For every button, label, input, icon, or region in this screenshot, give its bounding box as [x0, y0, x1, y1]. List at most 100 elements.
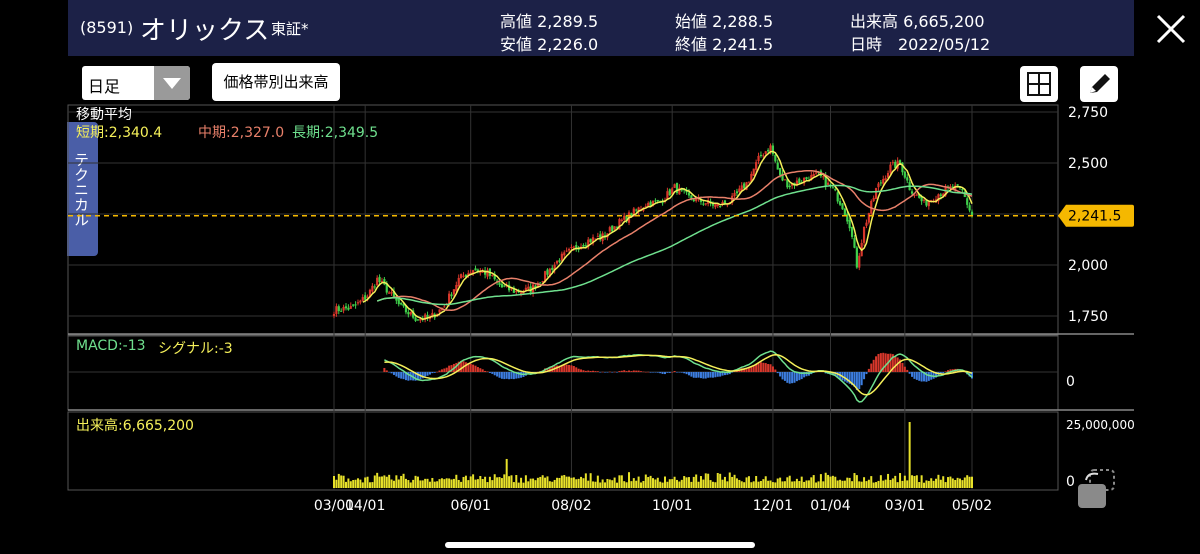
volume-bar	[445, 478, 448, 488]
volume-legend: 出来高:6,665,200	[76, 418, 194, 434]
volume-bar	[678, 481, 681, 488]
layout-grid-button[interactable]	[1020, 66, 1058, 102]
macd-histogram-bar	[791, 372, 794, 384]
volume-bar	[915, 475, 918, 488]
macd-histogram-bar	[560, 364, 563, 372]
macd-histogram-bar	[795, 372, 798, 382]
macd-histogram-bar	[652, 372, 654, 373]
volume-bar	[570, 477, 573, 488]
drawing-tool-button[interactable]	[1080, 66, 1118, 102]
volume-bar	[493, 474, 496, 488]
candle-body	[889, 164, 892, 173]
candle-body	[388, 292, 391, 294]
volume-bar	[695, 474, 698, 488]
volume-bar	[757, 481, 760, 488]
volume-bar	[920, 475, 923, 488]
macd-histogram-bar	[510, 372, 513, 379]
macd-histogram-bar	[944, 371, 947, 372]
volume-bar	[438, 479, 441, 488]
volume-bar	[707, 473, 710, 488]
candle-body	[795, 180, 799, 185]
grid-icon	[1027, 72, 1051, 96]
candle-body	[812, 173, 815, 177]
volume-bar	[903, 475, 906, 488]
dropdown-button[interactable]	[154, 66, 190, 100]
volume-bar	[620, 475, 623, 488]
volume-profile-button[interactable]: 価格帯別出来高	[212, 63, 340, 101]
candle-body	[536, 283, 539, 288]
macd-histogram-bar	[870, 363, 873, 372]
candle-body	[874, 188, 878, 199]
volume-bar	[711, 481, 714, 488]
macd-histogram-bar	[402, 372, 405, 380]
candle-body	[486, 269, 489, 277]
candle-body	[702, 203, 705, 205]
candle-body	[937, 194, 940, 202]
volume-bar	[368, 482, 371, 488]
technical-tab[interactable]: テクニカル	[67, 122, 98, 256]
macd-histogram-bar	[752, 365, 755, 372]
macd-histogram-bar	[556, 365, 559, 372]
volume-bar	[486, 482, 489, 488]
volume-bar	[464, 475, 467, 488]
volume-bar	[949, 476, 952, 488]
volume-bar	[421, 480, 424, 488]
macd-histogram-bar	[851, 372, 854, 386]
macd-histogram-bar	[594, 371, 597, 372]
volume-bar	[851, 481, 854, 488]
volume-bar	[719, 473, 722, 488]
volume-bar	[810, 477, 813, 488]
volume-bar	[906, 480, 909, 488]
candle-body	[584, 245, 587, 247]
volume-bar	[390, 479, 393, 488]
macd-histogram-bar	[481, 369, 484, 372]
candle-body	[779, 168, 782, 176]
macd-histogram-bar	[508, 372, 511, 380]
macd-histogram-bar	[774, 369, 777, 372]
macd-histogram-bar	[959, 369, 962, 372]
candle-body	[915, 194, 918, 196]
macd-histogram-bar	[644, 371, 647, 373]
macd-histogram-bar	[575, 367, 578, 372]
ma-mid-line	[376, 169, 973, 312]
volume-bar	[632, 478, 635, 488]
candle-body	[910, 191, 914, 194]
candle-body	[659, 200, 662, 202]
volume-bar	[524, 475, 527, 488]
volume-bar	[733, 474, 736, 488]
rotate-screen-icon[interactable]	[1072, 466, 1118, 512]
candle-body	[721, 201, 724, 205]
macd-histogram-bar	[467, 362, 470, 372]
macd-legend: MACD:-13	[76, 338, 146, 354]
close-icon[interactable]	[1154, 12, 1188, 46]
macd-histogram-bar	[894, 356, 897, 372]
macd-histogram-bar	[604, 372, 607, 373]
candle-body	[594, 238, 597, 240]
volume-bar	[831, 475, 834, 488]
volume-bar	[335, 479, 338, 488]
candle-body	[551, 267, 554, 270]
volume-bar	[606, 478, 609, 488]
period-select[interactable]: 日足	[82, 66, 190, 100]
volume-bar	[853, 473, 856, 488]
macd-histogram-bar	[385, 370, 388, 372]
volume-bar	[822, 481, 825, 488]
candle-body	[798, 178, 801, 184]
market-label: 東証*	[271, 20, 309, 38]
volume-bar	[532, 478, 535, 488]
candle-body	[850, 226, 854, 237]
macd-histogram-bar	[642, 371, 645, 373]
volume-bar	[819, 474, 822, 488]
volume-bar	[601, 479, 604, 488]
macd-histogram-bar	[747, 367, 750, 372]
candle-body	[575, 245, 578, 250]
volume-bar	[630, 481, 633, 488]
price-tick-label: 1,750	[1068, 309, 1108, 325]
volume-bar	[462, 476, 465, 488]
candle-body	[877, 183, 880, 188]
macd-histogram-bar	[616, 372, 619, 373]
volume-value: 出来高 6,665,200	[850, 12, 985, 31]
candle-body	[539, 282, 542, 284]
volume-bar	[649, 475, 652, 488]
